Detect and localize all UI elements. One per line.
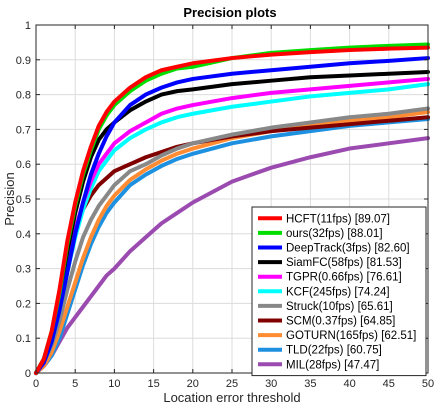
- series-line-10: [34, 136, 430, 375]
- x-tick-label: 0: [33, 378, 39, 390]
- x-tick-label: 50: [422, 378, 434, 390]
- legend: HCFT(11fps) [89.07] ours(32fps) [88.01] De…: [251, 206, 427, 377]
- legend-label: DeepTrack(3fps) [82.60]: [286, 243, 410, 255]
- y-tick-label: 0: [25, 368, 31, 380]
- legend-label: GOTURN(165fps) [62.51]: [286, 330, 416, 342]
- y-tick-label: 0.4: [16, 229, 31, 241]
- x-tick-label: 15: [147, 378, 159, 390]
- chart-title: Precision plots: [183, 5, 276, 20]
- series-line-9: [34, 116, 430, 375]
- legend-label: TGPR(0.66fps) [76.61]: [286, 272, 402, 284]
- y-tick-label: 0.1: [16, 333, 31, 345]
- series-line-2: [34, 56, 430, 375]
- y-tick-label: 0.5: [16, 194, 31, 206]
- y-tick-label: 1: [25, 20, 31, 32]
- series-line-6: [34, 106, 430, 375]
- series-lines: [34, 42, 430, 375]
- legend-label: TLD(22fps) [60.75]: [286, 345, 382, 357]
- y-tick-label: 0.3: [16, 264, 31, 276]
- y-tick-label: 0.7: [16, 124, 31, 136]
- y-tick-label: 0.9: [16, 55, 31, 67]
- x-tick-label: 35: [304, 378, 316, 390]
- y-tick-label: 0.2: [16, 298, 31, 310]
- legend-label: SiamFC(58fps) [81.53]: [286, 257, 402, 269]
- series-line-0: [34, 45, 430, 375]
- y-tick-label: 0.8: [16, 90, 31, 102]
- x-tick-label: 10: [108, 378, 120, 390]
- x-tick-label: 30: [265, 378, 277, 390]
- x-tick-label: 20: [187, 378, 199, 390]
- legend-label: ours(32fps) [88.01]: [286, 228, 383, 240]
- legend-label: KCF(245fps) [74.24]: [286, 286, 390, 298]
- legend-label: Struck(10fps) [65.61]: [286, 301, 393, 313]
- legend-label: HCFT(11fps) [89.07]: [286, 213, 390, 225]
- x-tick-label: 25: [226, 378, 238, 390]
- x-tick-label: 5: [72, 378, 78, 390]
- x-axis-label: Location error threshold: [163, 390, 300, 405]
- y-axis-label: Precision: [2, 172, 17, 225]
- legend-label: SCM(0.37fps) [64.85]: [286, 316, 395, 328]
- x-tick-label: 40: [343, 378, 355, 390]
- axis-ticks: 0 5 10 15 20 25 30 35 40 45 50 0 0.1 0.2 0.3 0.4 0.5 0.6 0…: [16, 20, 434, 390]
- x-tick-label: 45: [383, 378, 395, 390]
- legend-label: MIL(28fps) [47.47]: [286, 359, 379, 371]
- y-tick-label: 0.6: [16, 159, 31, 171]
